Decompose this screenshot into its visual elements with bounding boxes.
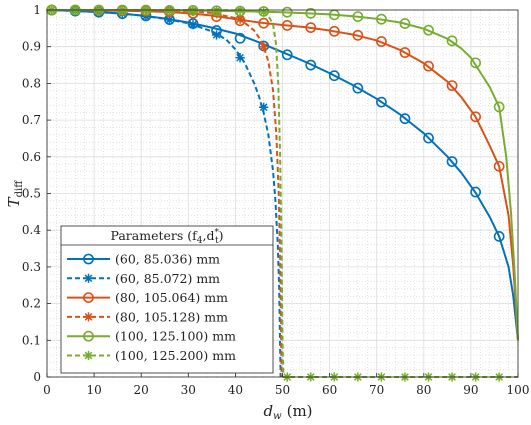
data-point bbox=[211, 30, 222, 40]
data-point bbox=[328, 70, 340, 82]
data-point bbox=[259, 42, 269, 52]
data-point bbox=[423, 24, 434, 36]
data-point bbox=[305, 22, 317, 34]
y-axis-label: Tdiff bbox=[5, 180, 25, 208]
legend-item: (80, 105.128) mm bbox=[67, 309, 228, 324]
data-point bbox=[423, 132, 434, 144]
data-point bbox=[493, 231, 505, 242]
data-point bbox=[446, 80, 458, 92]
legend-label: (100, 125.200) mm bbox=[115, 348, 236, 363]
legend-label: (60, 85.036) mm bbox=[115, 252, 220, 267]
data-point bbox=[305, 59, 317, 71]
data-point bbox=[234, 32, 246, 44]
data-point bbox=[352, 29, 364, 41]
legend-title: Parameters (f4,d* t) bbox=[110, 228, 223, 246]
legend-box bbox=[60, 225, 274, 374]
x-tick-label: 50 bbox=[275, 383, 290, 397]
data-point bbox=[470, 57, 482, 69]
y-tick-label: 0.3 bbox=[22, 260, 41, 274]
data-point bbox=[446, 156, 458, 167]
legend-label: (80, 105.064) mm bbox=[115, 290, 228, 305]
y-tick-label: 0.1 bbox=[22, 333, 41, 347]
legend-label: (100, 125.100) mm bbox=[115, 329, 236, 344]
data-point bbox=[281, 20, 293, 31]
legend-marker bbox=[83, 273, 94, 283]
data-point bbox=[164, 15, 175, 25]
x-tick-label: 80 bbox=[416, 383, 431, 397]
legend-item: (60, 85.072) mm bbox=[67, 271, 220, 286]
y-tick-label: 0.4 bbox=[22, 223, 41, 237]
data-point bbox=[352, 82, 364, 94]
data-point bbox=[259, 102, 269, 112]
series-line bbox=[47, 9, 518, 378]
data-point bbox=[470, 186, 482, 198]
data-point bbox=[259, 7, 269, 17]
data-point bbox=[305, 7, 317, 19]
x-tick-label: 60 bbox=[322, 383, 337, 397]
data-point bbox=[493, 101, 505, 113]
legend-item: (100, 125.200) mm bbox=[67, 348, 236, 363]
legend-items: (60, 85.036) mm (60, 85.072) mm (80, 105.0… bbox=[67, 252, 236, 363]
data-point bbox=[399, 113, 411, 125]
x-tick-label: 100 bbox=[507, 383, 530, 397]
data-point bbox=[493, 160, 505, 172]
legend-marker bbox=[83, 330, 94, 342]
y-tick-label: 1 bbox=[33, 3, 41, 17]
data-point bbox=[399, 47, 411, 58]
x-tick-label: 90 bbox=[463, 383, 478, 397]
data-point bbox=[376, 96, 387, 108]
legend-marker bbox=[83, 350, 94, 361]
y-tick-label: 0 bbox=[33, 370, 41, 384]
x-tick-label: 70 bbox=[369, 383, 384, 397]
y-tick-label: 0.9 bbox=[22, 40, 41, 54]
data-point bbox=[376, 36, 387, 47]
data-point bbox=[281, 6, 293, 18]
legend-marker bbox=[83, 292, 94, 303]
data-point bbox=[188, 20, 198, 30]
legend-item: (100, 125.100) mm bbox=[67, 329, 236, 344]
data-point bbox=[446, 35, 458, 47]
x-tick-label: 0 bbox=[43, 383, 51, 397]
x-tick-label: 30 bbox=[181, 383, 196, 397]
data-point bbox=[470, 111, 482, 123]
y-tick-label: 0.8 bbox=[22, 76, 41, 90]
data-point bbox=[399, 18, 411, 29]
legend-marker bbox=[83, 253, 94, 265]
data-point bbox=[352, 11, 364, 23]
y-tick-label: 0.7 bbox=[22, 113, 41, 127]
y-tick-label: 0.2 bbox=[22, 297, 41, 311]
data-point bbox=[258, 17, 270, 29]
x-tick-label: 20 bbox=[134, 383, 149, 397]
legend-item: (80, 105.064) mm bbox=[67, 290, 228, 305]
ticks: 0 10 20 30 40 50 60 70 80 90 100 0 0.1 0.2 0.3 0.4 0.5 0.… bbox=[22, 3, 530, 397]
x-tick-label: 10 bbox=[86, 383, 101, 397]
legend: Parameters (f4,d* t) (60, 85.036) mm(60, … bbox=[60, 225, 274, 374]
y-tick-label: 0.6 bbox=[22, 150, 41, 164]
legend-item: (60, 85.036) mm bbox=[67, 252, 220, 267]
data-point bbox=[328, 25, 340, 37]
legend-label: (60, 85.072) mm bbox=[115, 271, 220, 286]
legend-marker bbox=[83, 312, 94, 322]
x-tick-label: 40 bbox=[228, 383, 243, 397]
x-axis-label: dw (m) bbox=[263, 402, 312, 422]
data-point bbox=[281, 49, 293, 61]
data-point bbox=[423, 60, 434, 72]
data-point bbox=[376, 13, 387, 25]
legend-label: (80, 105.128) mm bbox=[115, 309, 228, 324]
y-tick-label: 0.5 bbox=[22, 187, 41, 201]
data-point bbox=[235, 53, 245, 63]
